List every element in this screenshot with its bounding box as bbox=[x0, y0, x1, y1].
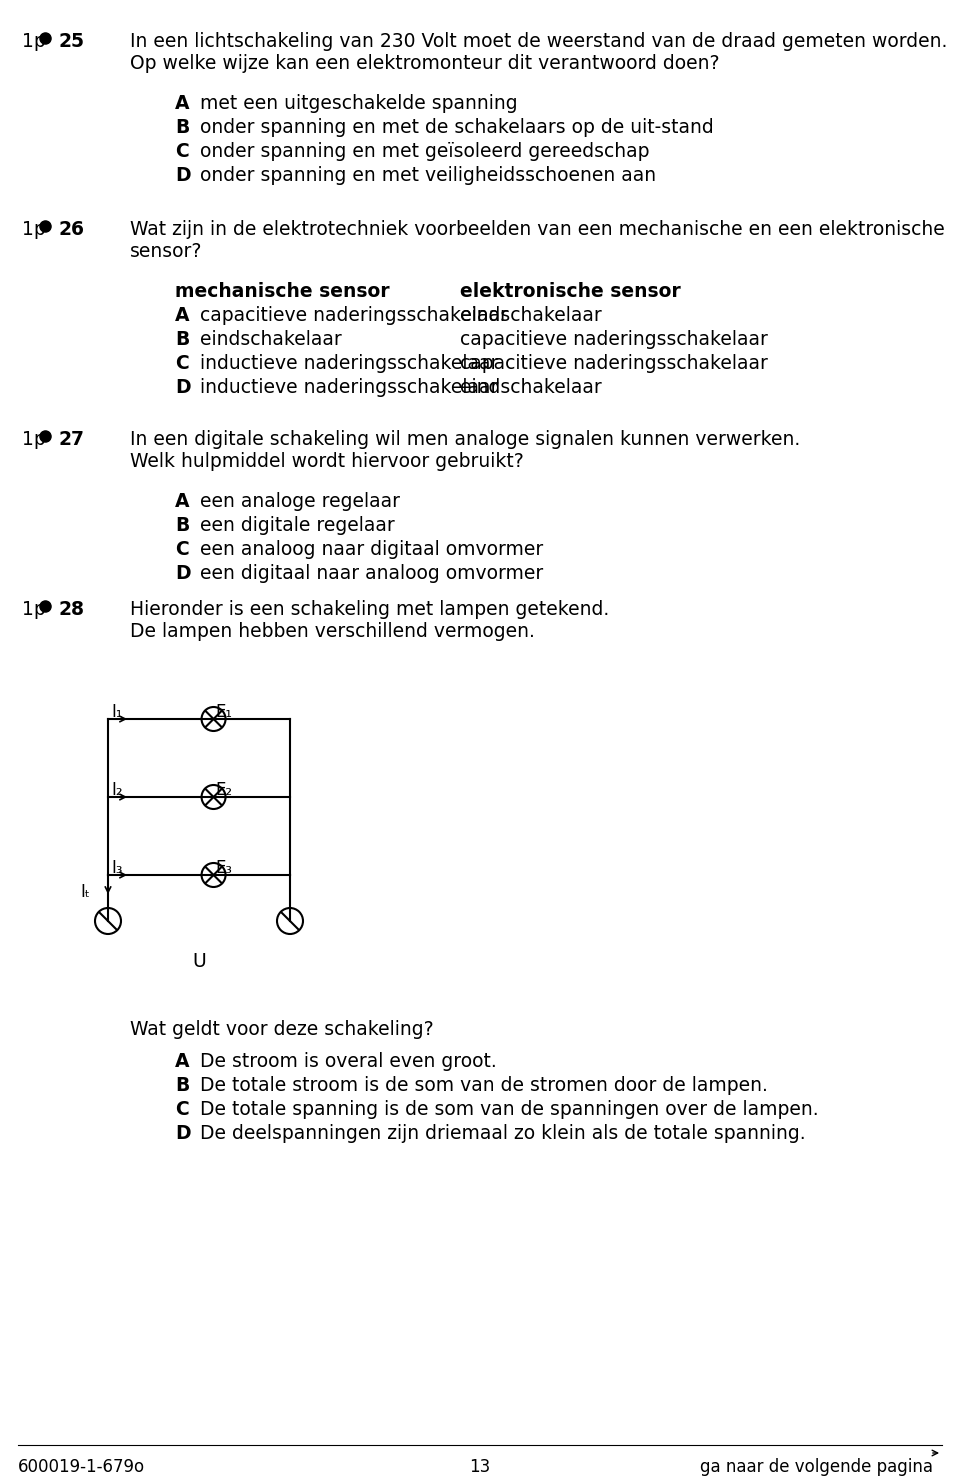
Text: capacitieve naderingsschakelaar: capacitieve naderingsschakelaar bbox=[460, 354, 768, 373]
Text: inductieve naderingsschakelaar: inductieve naderingsschakelaar bbox=[200, 377, 498, 397]
Text: B: B bbox=[175, 1076, 189, 1095]
Text: A: A bbox=[175, 306, 189, 326]
Text: 13: 13 bbox=[469, 1458, 491, 1476]
Text: I₂: I₂ bbox=[111, 781, 123, 799]
Text: 600019-1-679o: 600019-1-679o bbox=[18, 1458, 145, 1476]
Text: De lampen hebben verschillend vermogen.: De lampen hebben verschillend vermogen. bbox=[130, 622, 535, 641]
Text: eindschakelaar: eindschakelaar bbox=[200, 330, 342, 349]
Text: 25: 25 bbox=[58, 33, 84, 50]
Text: De totale spanning is de som van de spanningen over de lampen.: De totale spanning is de som van de span… bbox=[200, 1100, 819, 1119]
Text: inductieve naderingsschakelaar: inductieve naderingsschakelaar bbox=[200, 354, 498, 373]
Text: een analoog naar digitaal omvormer: een analoog naar digitaal omvormer bbox=[200, 540, 543, 559]
Text: met een uitgeschakelde spanning: met een uitgeschakelde spanning bbox=[200, 95, 517, 112]
Text: B: B bbox=[175, 118, 189, 138]
Text: I₃: I₃ bbox=[111, 858, 123, 878]
Text: E₁: E₁ bbox=[216, 703, 232, 721]
Text: 26: 26 bbox=[58, 221, 84, 238]
Text: elektronische sensor: elektronische sensor bbox=[460, 283, 681, 300]
Text: Op welke wijze kan een elektromonteur dit verantwoord doen?: Op welke wijze kan een elektromonteur di… bbox=[130, 53, 719, 73]
Text: E₂: E₂ bbox=[216, 781, 232, 799]
Text: Iₜ: Iₜ bbox=[80, 884, 90, 901]
Text: Wat geldt voor deze schakeling?: Wat geldt voor deze schakeling? bbox=[130, 1020, 434, 1039]
Text: sensor?: sensor? bbox=[130, 243, 203, 260]
Text: 1p: 1p bbox=[22, 33, 46, 50]
Text: capacitieve naderingsschakelaar: capacitieve naderingsschakelaar bbox=[460, 330, 768, 349]
Text: 27: 27 bbox=[58, 431, 84, 448]
Text: 28: 28 bbox=[58, 599, 84, 619]
Text: In een lichtschakeling van 230 Volt moet de weerstand van de draad gemeten worde: In een lichtschakeling van 230 Volt moet… bbox=[130, 33, 948, 50]
Text: onder spanning en met veiligheidsschoenen aan: onder spanning en met veiligheidsschoene… bbox=[200, 166, 656, 185]
Text: D: D bbox=[175, 166, 191, 185]
Text: B: B bbox=[175, 517, 189, 534]
Text: C: C bbox=[175, 142, 189, 161]
Text: onder spanning en met geïsoleerd gereedschap: onder spanning en met geïsoleerd gereeds… bbox=[200, 142, 650, 161]
Text: D: D bbox=[175, 564, 191, 583]
Text: C: C bbox=[175, 1100, 189, 1119]
Text: E₃: E₃ bbox=[216, 858, 232, 878]
Text: eindschakelaar: eindschakelaar bbox=[460, 306, 602, 326]
Text: 1p: 1p bbox=[22, 599, 46, 619]
Text: eindschakelaar: eindschakelaar bbox=[460, 377, 602, 397]
Text: Welk hulpmiddel wordt hiervoor gebruikt?: Welk hulpmiddel wordt hiervoor gebruikt? bbox=[130, 451, 524, 471]
Text: capacitieve naderingsschakelaar: capacitieve naderingsschakelaar bbox=[200, 306, 508, 326]
Text: C: C bbox=[175, 354, 189, 373]
Text: D: D bbox=[175, 377, 191, 397]
Text: A: A bbox=[175, 491, 189, 511]
Text: De deelspanningen zijn driemaal zo klein als de totale spanning.: De deelspanningen zijn driemaal zo klein… bbox=[200, 1123, 805, 1143]
Text: 1p: 1p bbox=[22, 221, 46, 238]
Text: Wat zijn in de elektrotechniek voorbeelden van een mechanische en een elektronis: Wat zijn in de elektrotechniek voorbeeld… bbox=[130, 221, 945, 238]
Text: A: A bbox=[175, 1052, 189, 1072]
Text: onder spanning en met de schakelaars op de uit-stand: onder spanning en met de schakelaars op … bbox=[200, 118, 713, 138]
Text: De stroom is overal even groot.: De stroom is overal even groot. bbox=[200, 1052, 496, 1072]
Text: In een digitale schakeling wil men analoge signalen kunnen verwerken.: In een digitale schakeling wil men analo… bbox=[130, 431, 801, 448]
Text: C: C bbox=[175, 540, 189, 559]
Text: A: A bbox=[175, 95, 189, 112]
Text: ga naar de volgende pagina: ga naar de volgende pagina bbox=[700, 1458, 933, 1476]
Text: een digitaal naar analoog omvormer: een digitaal naar analoog omvormer bbox=[200, 564, 543, 583]
Text: I₁: I₁ bbox=[111, 703, 123, 721]
Text: D: D bbox=[175, 1123, 191, 1143]
Text: 1p: 1p bbox=[22, 431, 46, 448]
Text: B: B bbox=[175, 330, 189, 349]
Text: U: U bbox=[192, 952, 205, 971]
Text: een digitale regelaar: een digitale regelaar bbox=[200, 517, 395, 534]
Text: Hieronder is een schakeling met lampen getekend.: Hieronder is een schakeling met lampen g… bbox=[130, 599, 610, 619]
Text: mechanische sensor: mechanische sensor bbox=[175, 283, 390, 300]
Text: een analoge regelaar: een analoge regelaar bbox=[200, 491, 400, 511]
Text: De totale stroom is de som van de stromen door de lampen.: De totale stroom is de som van de strome… bbox=[200, 1076, 768, 1095]
